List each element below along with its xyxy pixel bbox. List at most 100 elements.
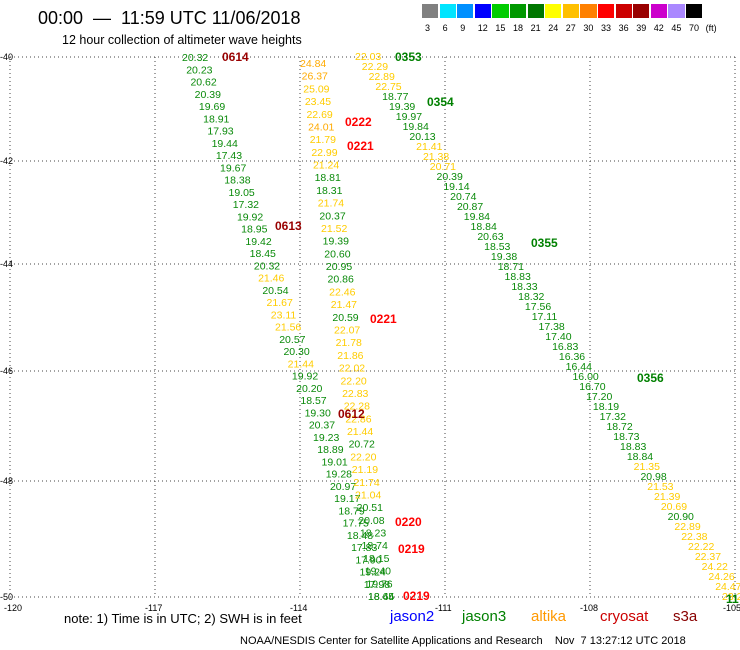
track-time-label: 0219: [398, 542, 425, 556]
swh-value: 21.52: [321, 223, 347, 235]
swh-value: 17.32: [600, 411, 626, 423]
swh-value: 20.59: [332, 312, 358, 324]
swh-value: 22.99: [311, 147, 337, 159]
swh-value: 19.84: [464, 211, 490, 223]
lon-tick-label: -105: [723, 603, 740, 613]
swh-value: 19.40: [365, 566, 391, 578]
swh-value: 20.98: [640, 471, 666, 483]
swh-value: 17.83: [351, 542, 377, 554]
swh-value: 18.81: [315, 172, 341, 184]
swh-value: 20.62: [190, 77, 216, 89]
swh-value: 24.47: [715, 581, 740, 593]
legend-swatch: [650, 4, 669, 18]
swh-value: 22.07: [334, 325, 360, 337]
lat-tick-label: -50: [0, 592, 13, 602]
satellite-label-cryosat: cryosat: [600, 608, 649, 625]
legend-swatch: [633, 4, 651, 18]
swh-value: 21.47: [331, 299, 357, 311]
swh-value: 26.37: [302, 71, 328, 83]
swh-value: 17.43: [216, 150, 242, 162]
legend-unit: (ft): [705, 23, 717, 33]
swh-value: 19.38: [491, 251, 517, 263]
swh-value: 18.83: [505, 271, 531, 283]
satellite-label-jason2: jason2: [390, 608, 435, 625]
swh-value: 20.60: [324, 248, 350, 260]
swh-value: 21.19: [352, 464, 378, 476]
page-subtitle: 12 hour collection of altimeter wave hei…: [62, 33, 302, 47]
lat-tick-label: -40: [0, 52, 13, 62]
swh-value: 18.38: [224, 175, 250, 187]
swh-value: 19.01: [322, 456, 348, 468]
legend-swatch: [668, 4, 686, 18]
legend-swatch: [615, 4, 633, 18]
swh-readings: 20.3220.2320.6220.3919.6918.9117.9319.44…: [182, 51, 740, 603]
swh-value: 18.48: [347, 530, 373, 542]
legend-label: 33: [601, 23, 612, 33]
lat-tick-label: -46: [0, 366, 13, 376]
swh-value: 19.23: [313, 432, 339, 444]
swh-value: 19.84: [403, 121, 429, 133]
swh-value: 18.84: [627, 451, 653, 463]
lat-tick-label: -48: [0, 476, 13, 486]
swh-value: 17.11: [532, 311, 558, 323]
swh-value: 18.31: [316, 185, 342, 197]
legend-label: 21: [530, 23, 541, 33]
track-time-label: 0612: [338, 407, 365, 421]
swh-value: 19.67: [220, 162, 246, 174]
swh-value: 19.39: [323, 236, 349, 248]
legend-swatch: [457, 4, 475, 18]
swh-value: 20.95: [326, 261, 352, 273]
swh-value: 22.38: [681, 531, 707, 543]
track-time-label: 0220: [395, 515, 422, 529]
swh-value: 21.44: [347, 426, 373, 438]
swh-value: 17.32: [233, 199, 259, 211]
lon-tick-label: -114: [290, 603, 307, 613]
footer-credit: NOAA/NESDIS Center for Satellite Applica…: [240, 635, 686, 647]
swh-value: 16.36: [559, 351, 585, 363]
swh-value: 20.90: [668, 511, 694, 523]
track-time-labels: 0614 0613 0612 0222 0221 0221 0220 0219 0219 0353…: [222, 50, 739, 606]
legend-label: 45: [671, 23, 682, 33]
swh-value: 17.93: [207, 126, 233, 138]
track-time-label: 0221: [347, 139, 374, 153]
track-time-label: 0613: [275, 219, 302, 233]
swh-value: 17.38: [539, 321, 565, 333]
swh-value: 18.95: [241, 224, 267, 236]
swh-value: 20.13: [409, 131, 435, 143]
swh-value: 20.74: [450, 191, 476, 203]
swh-value: 17.90: [355, 554, 381, 566]
swh-value: 22.86: [345, 413, 371, 425]
track-time-label: 0221: [370, 312, 397, 326]
satellite-label-jason3: jason3: [462, 608, 507, 625]
swh-value: 20.54: [262, 285, 288, 297]
lon-tick-label: -117: [145, 603, 162, 613]
legend-label: 30: [583, 23, 594, 33]
legend-swatch: [545, 4, 563, 18]
legend-label: 18: [513, 23, 524, 33]
swh-value: 18.33: [511, 281, 537, 293]
swh-value: 22.89: [674, 521, 700, 533]
swh-value: 18.77: [382, 91, 408, 103]
page-title: 00:00 — 11:59 UTC 11/06/2018: [38, 8, 301, 28]
units-note: note: 1) Time is in UTC; 2) SWH is in fe…: [64, 611, 302, 626]
swh-value: 19.14: [443, 181, 469, 193]
legend-label: 70: [689, 23, 700, 33]
swh-value: 17.98: [364, 579, 390, 591]
track-time-label: 0222: [345, 115, 372, 129]
swh-value: 21.44: [288, 358, 314, 370]
swh-value: 21.38: [423, 151, 449, 163]
swh-value: 18.79: [338, 505, 364, 517]
swh-value: 21.78: [336, 337, 362, 349]
swh-value: 21.67: [267, 297, 293, 309]
swh-value: 21.74: [353, 477, 379, 489]
swh-value: 18.91: [203, 113, 229, 125]
track-time-label: 0353: [395, 50, 422, 64]
legend-swatch: [510, 4, 528, 18]
swh-value: 20.97: [330, 481, 356, 493]
swh-value: 23.45: [305, 96, 331, 108]
swh-value: 24.84: [300, 58, 326, 70]
swh-value: 16.44: [566, 361, 592, 373]
legend-label: 9: [460, 23, 466, 33]
swh-value: 24.26: [708, 571, 734, 583]
